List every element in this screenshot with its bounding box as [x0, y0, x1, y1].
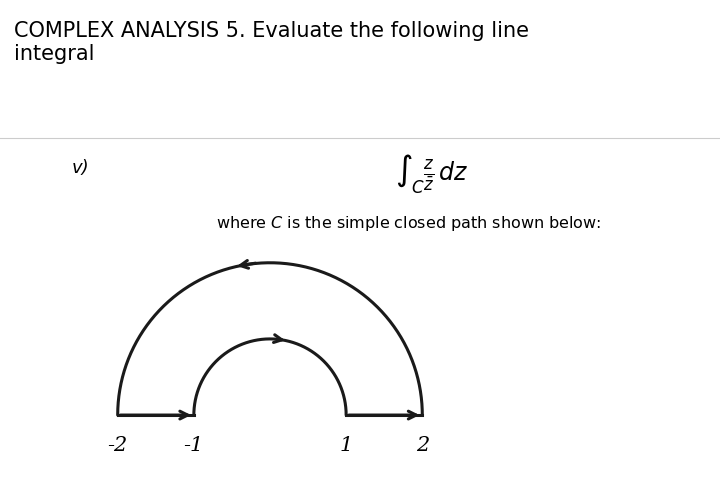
- Text: COMPLEX ANALYSIS 5. Evaluate the following line
integral: COMPLEX ANALYSIS 5. Evaluate the followi…: [14, 21, 529, 65]
- Text: where $C$ is the simple closed path shown below:: where $C$ is the simple closed path show…: [216, 214, 601, 233]
- Text: 2: 2: [415, 436, 429, 456]
- Text: -2: -2: [107, 436, 128, 456]
- Text: -1: -1: [184, 436, 204, 456]
- Text: $\int_C \frac{z}{\bar{z}}\, dz$: $\int_C \frac{z}{\bar{z}}\, dz$: [395, 152, 469, 196]
- Text: v): v): [72, 159, 89, 177]
- Text: 1: 1: [340, 436, 353, 456]
